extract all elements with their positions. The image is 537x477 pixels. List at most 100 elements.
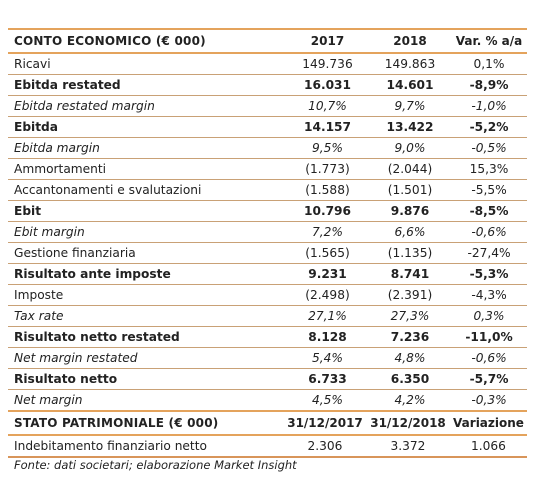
- row-label: Indebitamento finanziario netto: [8, 435, 284, 458]
- value-variation: -27,4%: [451, 242, 527, 264]
- value-2018: 14.601: [369, 74, 451, 96]
- row-label: Risultato ante imposte: [8, 263, 286, 285]
- table-row: Ebitda restated margin 10,7% 9,7% -1,0%: [8, 95, 527, 117]
- value-2018: 149.863: [369, 53, 451, 75]
- value-variation: -1,0%: [451, 95, 527, 117]
- value-2017: 9,5%: [286, 137, 369, 159]
- value-2017: (2.498): [286, 284, 369, 306]
- value-2017: 4,5%: [286, 389, 369, 412]
- value-2017: 10,7%: [286, 95, 369, 117]
- value-2017: (1.588): [286, 179, 369, 201]
- row-label: Net margin: [8, 389, 286, 412]
- value-variation: -8,9%: [451, 74, 527, 96]
- value-2018: 9,0%: [369, 137, 451, 159]
- value-variation: 15,3%: [451, 158, 527, 180]
- value-variation: -5,3%: [451, 263, 527, 285]
- row-label: Ebitda restated margin: [8, 95, 286, 117]
- value-2017: 5,4%: [286, 347, 369, 369]
- value-2017: 10.796: [286, 200, 369, 222]
- value-2017: 6.733: [286, 368, 369, 390]
- value-2018: 7.236: [369, 326, 451, 348]
- income-statement-table: CONTO ECONOMICO (€ 000) 2017 2018 Var. %…: [8, 28, 527, 412]
- table-row: Risultato netto 6.733 6.350 -5,7%: [8, 368, 527, 390]
- row-label: Ebitda margin: [8, 137, 286, 159]
- value-2018: 3.372: [366, 435, 450, 458]
- balance-header-2018: 31/12/2018: [366, 410, 450, 436]
- balance-header-2017: 31/12/2017: [284, 410, 366, 436]
- balance-header-var: Variazione: [450, 410, 527, 436]
- value-variation: -5,2%: [451, 116, 527, 138]
- income-header-2017: 2017: [286, 28, 369, 54]
- table-row: Tax rate 27,1% 27,3% 0,3%: [8, 305, 527, 327]
- value-2017: (1.565): [286, 242, 369, 264]
- value-2017: 9.231: [286, 263, 369, 285]
- table-row: Ebitda restated 16.031 14.601 -8,9%: [8, 74, 527, 96]
- value-2018: 4,8%: [369, 347, 451, 369]
- value-2018: 6,6%: [369, 221, 451, 243]
- table-row: Ricavi 149.736 149.863 0,1%: [8, 53, 527, 75]
- value-variation: -5,5%: [451, 179, 527, 201]
- value-variation: 0,3%: [451, 305, 527, 327]
- value-2017: 149.736: [286, 53, 369, 75]
- value-2018: (1.501): [369, 179, 451, 201]
- row-label: Risultato netto: [8, 368, 286, 390]
- value-variation: -0,5%: [451, 137, 527, 159]
- table-row: Ebitda margin 9,5% 9,0% -0,5%: [8, 137, 527, 159]
- value-2017: 16.031: [286, 74, 369, 96]
- value-2018: 9,7%: [369, 95, 451, 117]
- table-row: Ebitda 14.157 13.422 -5,2%: [8, 116, 527, 138]
- value-2017: 14.157: [286, 116, 369, 138]
- value-variation: -4,3%: [451, 284, 527, 306]
- row-label: Ebit: [8, 200, 286, 222]
- table-row: Risultato netto restated 8.128 7.236 -11,0%: [8, 326, 527, 348]
- value-2017: 7,2%: [286, 221, 369, 243]
- table-row: Ebit margin 7,2% 6,6% -0,6%: [8, 221, 527, 243]
- value-2018: 13.422: [369, 116, 451, 138]
- row-label: Accantonamenti e svalutazioni: [8, 179, 286, 201]
- value-2018: 6.350: [369, 368, 451, 390]
- row-label: Imposte: [8, 284, 286, 306]
- value-variation: -5,7%: [451, 368, 527, 390]
- value-2018: 8.741: [369, 263, 451, 285]
- value-variation: -0,6%: [451, 221, 527, 243]
- table-row: Net margin 4,5% 4,2% -0,3%: [8, 389, 527, 412]
- row-label: Ebit margin: [8, 221, 286, 243]
- balance-header-row: STATO PATRIMONIALE (€ 000) 31/12/2017 31…: [8, 410, 527, 436]
- row-label: Ammortamenti: [8, 158, 286, 180]
- balance-sheet-table: STATO PATRIMONIALE (€ 000) 31/12/2017 31…: [8, 410, 527, 458]
- value-variation: -8,5%: [451, 200, 527, 222]
- value-2017: 2.306: [284, 435, 366, 458]
- value-2018: (2.044): [369, 158, 451, 180]
- table-row: Net margin restated 5,4% 4,8% -0,6%: [8, 347, 527, 369]
- income-header-title: CONTO ECONOMICO (€ 000): [8, 28, 286, 54]
- value-2017: 8.128: [286, 326, 369, 348]
- value-2018: 27,3%: [369, 305, 451, 327]
- table-row: Accantonamenti e svalutazioni (1.588) (1.5…: [8, 179, 527, 201]
- income-header-var: Var. % a/a: [451, 28, 527, 54]
- row-label: Ricavi: [8, 53, 286, 75]
- value-2018: 4,2%: [369, 389, 451, 412]
- row-label: Ebitda: [8, 116, 286, 138]
- value-variation: 0,1%: [451, 53, 527, 75]
- row-label: Tax rate: [8, 305, 286, 327]
- table-row: Imposte (2.498) (2.391) -4,3%: [8, 284, 527, 306]
- source-note: Fonte: dati societari; elaborazione Mark…: [14, 458, 297, 472]
- value-variation: 1.066: [450, 435, 527, 458]
- row-label: Ebitda restated: [8, 74, 286, 96]
- income-header-row: CONTO ECONOMICO (€ 000) 2017 2018 Var. %…: [8, 28, 527, 54]
- table-row: Risultato ante imposte 9.231 8.741 -5,3%: [8, 263, 527, 285]
- value-2018: (1.135): [369, 242, 451, 264]
- row-label: Risultato netto restated: [8, 326, 286, 348]
- income-header-2018: 2018: [369, 28, 451, 54]
- value-variation: -0,6%: [451, 347, 527, 369]
- row-label: Gestione finanziaria: [8, 242, 286, 264]
- value-2017: 27,1%: [286, 305, 369, 327]
- value-variation: -11,0%: [451, 326, 527, 348]
- table-row: Ebit 10.796 9.876 -8,5%: [8, 200, 527, 222]
- table-row: Indebitamento finanziario netto 2.306 3.37…: [8, 435, 527, 458]
- value-2018: 9.876: [369, 200, 451, 222]
- row-label: Net margin restated: [8, 347, 286, 369]
- table-row: Ammortamenti (1.773) (2.044) 15,3%: [8, 158, 527, 180]
- value-2018: (2.391): [369, 284, 451, 306]
- value-2017: (1.773): [286, 158, 369, 180]
